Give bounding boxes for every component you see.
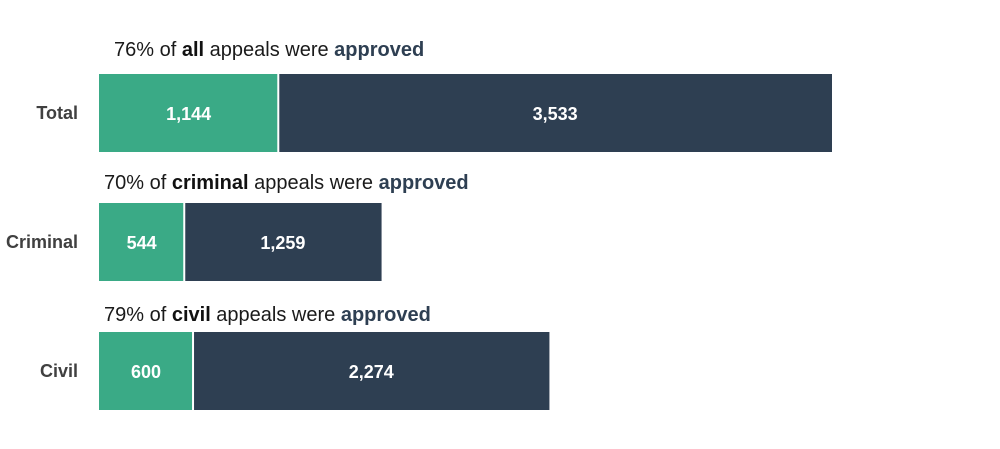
value-label-criminal-not-approved: 1,259 bbox=[260, 233, 305, 253]
annotation-total-prefix: 76% of bbox=[114, 39, 182, 61]
bar-total-approved bbox=[99, 74, 279, 152]
value-label-civil-not-approved: 2,274 bbox=[349, 362, 394, 382]
annotation-total: 76% of all appeals were approved bbox=[114, 38, 424, 62]
annotation-civil: 79% of civil appeals were approved bbox=[104, 303, 431, 327]
value-label-total-approved: 1,144 bbox=[166, 104, 211, 124]
annotation-civil-prefix: 79% of bbox=[104, 304, 172, 326]
annotation-civil-keyword: civil bbox=[171, 304, 211, 326]
annotation-criminal-emphasis: approved bbox=[378, 172, 469, 194]
annotation-criminal-middle: appeals were bbox=[248, 172, 379, 194]
annotation-criminal: 70% of criminal appeals were approved bbox=[104, 171, 469, 195]
bar-civil-not-approved bbox=[193, 332, 550, 410]
bar-criminal-approved bbox=[99, 203, 185, 281]
annotation-total-middle: appeals were bbox=[204, 39, 335, 61]
annotation-total-emphasis: approved bbox=[334, 39, 425, 61]
annotation-criminal-prefix: 70% of bbox=[104, 172, 172, 194]
category-label-total: Total bbox=[36, 103, 78, 123]
annotation-civil-middle: appeals were bbox=[210, 304, 341, 326]
annotation-civil-emphasis: approved bbox=[340, 304, 431, 326]
bar-total-not-approved bbox=[278, 74, 832, 152]
value-label-total-not-approved: 3,533 bbox=[533, 104, 578, 124]
annotation-criminal-keyword: criminal bbox=[171, 172, 249, 194]
bar-criminal-not-approved bbox=[184, 203, 382, 281]
category-label-criminal: Criminal bbox=[5, 232, 78, 252]
value-label-criminal-approved: 544 bbox=[127, 233, 157, 253]
annotation-total-keyword: all bbox=[181, 39, 205, 61]
category-label-civil: Civil bbox=[39, 361, 78, 381]
value-label-civil-approved: 600 bbox=[131, 362, 161, 382]
bar-civil-approved bbox=[99, 332, 194, 410]
